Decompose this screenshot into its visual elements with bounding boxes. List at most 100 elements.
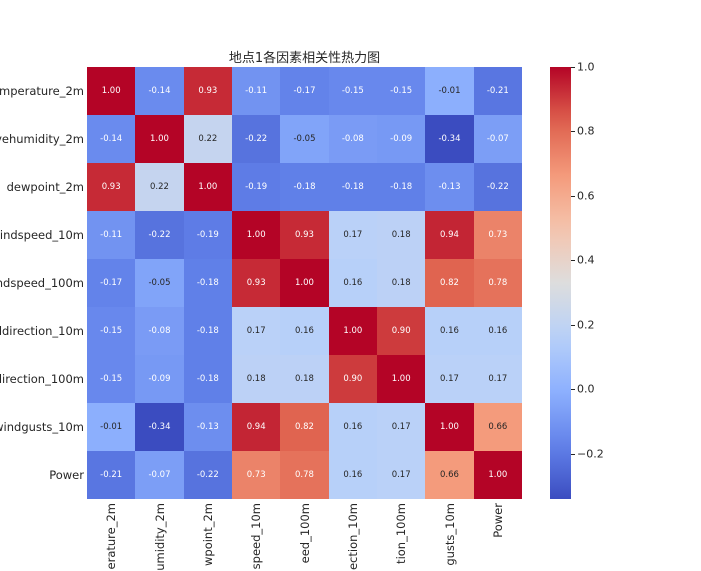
heatmap-cell: 1.00 — [280, 259, 329, 307]
colorbar-tick-label: −0.2 — [577, 447, 604, 461]
heatmap-cell: -0.19 — [231, 163, 281, 211]
colorbar — [550, 67, 571, 499]
heatmap-cell: 0.16 — [328, 451, 377, 499]
heatmap-cell: -0.15 — [87, 355, 136, 403]
heatmap-cell: 0.82 — [425, 259, 474, 307]
chart-title: 地点1各因素相关性热力图 — [228, 51, 381, 66]
heatmap-cell: -0.18 — [376, 163, 426, 211]
heatmap-cell: -0.11 — [87, 211, 136, 259]
colorbar-tick — [571, 389, 575, 391]
heatmap-cell: 0.93 — [280, 211, 329, 259]
y-axis-labels: emperature_2m tivehumidity_2m dewpoint_2mw… — [0, 67, 84, 499]
heatmap-cell: 0.16 — [473, 307, 522, 355]
heatmap-cell: 0.78 — [280, 451, 329, 499]
heatmap-cell: -0.05 — [135, 259, 184, 307]
heatmap-cell: 0.78 — [473, 259, 522, 307]
heatmap-cell: -0.15 — [376, 67, 426, 115]
heatmap-cell: 0.18 — [376, 259, 426, 307]
heatmap-cell: -0.07 — [135, 451, 184, 499]
colorbar-tick — [571, 67, 575, 68]
y-tick-label: indspeed_100m — [0, 276, 84, 290]
heatmap-cell: 0.17 — [425, 355, 474, 403]
heatmap-cell: 0.18 — [231, 355, 281, 403]
colorbar-tick-label: 0.6 — [577, 189, 595, 203]
heatmap-cell: 0.73 — [231, 451, 281, 499]
y-tick-label: windspeed_10m — [0, 228, 84, 242]
heatmap-cell: -0.15 — [328, 67, 377, 115]
colorbar-tick-label: 1.0 — [577, 60, 595, 74]
heatmap-cell: -0.08 — [135, 307, 184, 355]
heatmap-cell: -0.14 — [135, 67, 184, 115]
heatmap-cell: 0.94 — [425, 211, 474, 259]
heatmap-cell: -0.19 — [183, 211, 232, 259]
heatmap-cell: -0.05 — [280, 115, 329, 163]
heatmap-cell: -0.01 — [425, 67, 474, 115]
heatmap-cell: -0.21 — [473, 67, 522, 115]
y-tick-label: Power — [49, 468, 84, 482]
heatmap-cell: 0.93 — [183, 67, 232, 115]
colorbar-tick-label: 0.8 — [577, 124, 595, 138]
heatmap-cell: 0.90 — [376, 307, 426, 355]
heatmap-cell: -0.08 — [328, 115, 377, 163]
heatmap-cell: 0.22 — [183, 115, 232, 163]
heatmap-cell: 0.93 — [87, 163, 136, 211]
heatmap-cell: -0.01 — [87, 403, 136, 451]
colorbar-tick — [571, 453, 575, 455]
heatmap-cell: -0.13 — [183, 403, 232, 451]
x-tick-label: erature_2m — [104, 503, 119, 570]
heatmap-cell: -0.18 — [183, 259, 232, 307]
heatmap-cell: 1.00 — [328, 307, 377, 355]
y-tick-label: emperature_2m — [0, 84, 84, 98]
heatmap-cell: 0.17 — [376, 451, 426, 499]
heatmap-cell: -0.18 — [328, 163, 377, 211]
heatmap-cell: 0.16 — [280, 307, 329, 355]
heatmap-cell: 0.90 — [328, 355, 377, 403]
heatmap-cell: 0.16 — [425, 307, 474, 355]
colorbar-tick-label: 0.4 — [577, 253, 595, 267]
heatmap-cell: -0.09 — [376, 115, 426, 163]
x-axis-labels: erature_2m umidity_2m wpoint_2m speed_10m ee… — [87, 503, 522, 571]
x-tick-label: Power — [490, 503, 505, 538]
heatmap-cell: -0.11 — [231, 67, 281, 115]
heatmap-cell: 0.17 — [376, 403, 426, 451]
heatmap-cell: -0.22 — [135, 211, 184, 259]
heatmap-cell: 0.17 — [473, 355, 522, 403]
heatmap-cell: 0.82 — [280, 403, 329, 451]
heatmap-cell: 0.18 — [280, 355, 329, 403]
heatmap-cell: -0.17 — [280, 67, 329, 115]
colorbar-tick-label: 0.0 — [577, 382, 595, 396]
x-tick-label: wpoint_2m — [200, 503, 215, 567]
heatmap-cell: 1.00 — [135, 115, 184, 163]
heatmap-cell: 0.18 — [376, 211, 426, 259]
heatmap-cell: -0.18 — [280, 163, 329, 211]
heatmap-cell: 1.00 — [425, 403, 474, 451]
heatmap-grid: 1.00 -0.14 0.93 -0.11 -0.17 -0.15 -0.15 -0.01 -0… — [87, 67, 522, 499]
x-tick-label: tion_100m — [394, 503, 409, 564]
heatmap-cell: 0.22 — [135, 163, 184, 211]
heatmap-cell: -0.18 — [183, 307, 232, 355]
y-tick-label: tivehumidity_2m — [0, 132, 84, 146]
heatmap-cell: 0.17 — [231, 307, 281, 355]
heatmap-cell: 0.66 — [473, 403, 522, 451]
heatmap-cell: -0.22 — [231, 115, 281, 163]
heatmap-cell: -0.34 — [135, 403, 184, 451]
heatmap-cell: 1.00 — [376, 355, 426, 403]
heatmap-cell: -0.34 — [425, 115, 474, 163]
heatmap-cell: -0.13 — [425, 163, 474, 211]
heatmap-cell: -0.17 — [87, 259, 136, 307]
x-tick-label: speed_10m — [249, 503, 264, 570]
heatmap-cell: -0.09 — [135, 355, 184, 403]
heatmap-cell: -0.22 — [183, 451, 232, 499]
heatmap-cell: 0.94 — [231, 403, 281, 451]
x-tick-label: eed_100m — [297, 503, 312, 564]
heatmap-cell: -0.22 — [473, 163, 522, 211]
x-tick-label: ection_10m — [345, 503, 360, 571]
heatmap-cell: 0.17 — [328, 211, 377, 259]
heatmap-cell: 1.00 — [183, 163, 232, 211]
colorbar-tick — [571, 324, 575, 326]
heatmap-cell: 0.16 — [328, 403, 377, 451]
heatmap-cell: -0.14 — [87, 115, 136, 163]
heatmap-cell: 0.93 — [231, 259, 281, 307]
colorbar-tick — [571, 131, 575, 133]
heatmap-cell: 0.73 — [473, 211, 522, 259]
